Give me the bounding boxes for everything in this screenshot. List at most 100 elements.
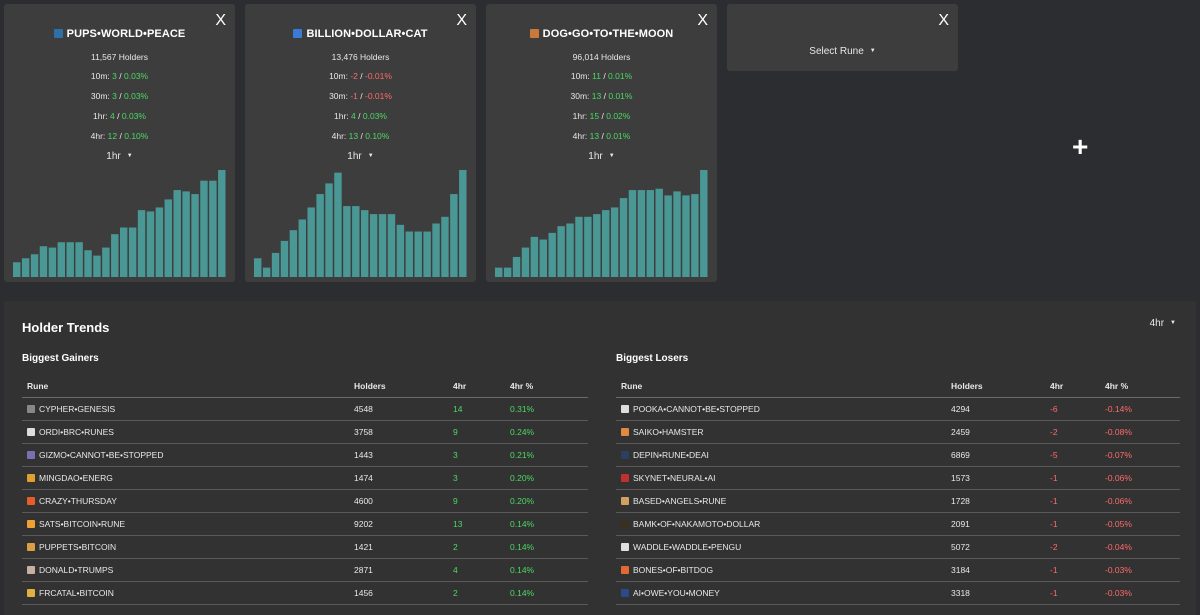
table-row[interactable]: AI•OWE•YOU•MONEY 3318 -1 -0.03% bbox=[616, 581, 1180, 605]
change-cell: 9 bbox=[448, 420, 505, 444]
chart-bar bbox=[30, 254, 39, 277]
percent-cell: -0.07% bbox=[1100, 443, 1180, 467]
rune-cell[interactable]: ORDI•BRC•RUNES bbox=[22, 420, 349, 444]
chart-bar bbox=[521, 247, 530, 277]
rune-cell[interactable]: BASED•ANGELS•RUNE bbox=[616, 489, 946, 513]
chart-bar bbox=[369, 214, 378, 277]
rune-cell[interactable]: POOKA•CANNOT•BE•STOPPED bbox=[616, 397, 946, 421]
percent-cell: -0.03% bbox=[1100, 558, 1180, 582]
rune-cell[interactable]: PUPPETS•BITCOIN bbox=[22, 535, 349, 559]
holders-cell: 4294 bbox=[946, 397, 1045, 421]
select-rune-dropdown[interactable]: Select Rune ▼ bbox=[809, 46, 876, 57]
rune-cell[interactable]: DEPIN•RUNE•DEAI bbox=[616, 443, 946, 467]
column-header[interactable]: Rune bbox=[616, 375, 946, 398]
period-select[interactable]: 1hr ▼ bbox=[106, 151, 133, 162]
period-select[interactable]: 1hr ▼ bbox=[347, 151, 374, 162]
close-icon[interactable]: X bbox=[215, 12, 226, 29]
stat-4hr: 4hr: 12 / 0.10% bbox=[90, 131, 149, 141]
rune-card-pups: X PUPS•WORLD•PEACE 11,567 Holders 10m: 3… bbox=[4, 4, 235, 282]
card-title[interactable]: PUPS•WORLD•PEACE bbox=[4, 28, 235, 40]
column-header[interactable]: Rune bbox=[22, 375, 349, 398]
rune-cell[interactable]: GIZMO•CANNOT•BE•STOPPED bbox=[22, 443, 349, 467]
rune-cell[interactable]: SATS•BITCOIN•RUNE bbox=[22, 512, 349, 536]
chart-bar bbox=[459, 170, 467, 277]
close-icon[interactable]: X bbox=[697, 12, 708, 29]
table-row[interactable]: CRAZY•THURSDAY 4600 9 0.20% bbox=[22, 489, 588, 513]
rune-cell[interactable]: DONALD•TRUMPS bbox=[22, 558, 349, 582]
rune-name: BASED•ANGELS•RUNE bbox=[633, 495, 727, 506]
table-row[interactable]: WADDLE•WADDLE•PENGU 5072 -2 -0.04% bbox=[616, 535, 1180, 559]
chart-bar bbox=[637, 190, 646, 277]
trends-period-select[interactable]: 4hr ▼ bbox=[1149, 318, 1176, 329]
rune-cell[interactable]: SKYNET•NEURAL•AI bbox=[616, 466, 946, 490]
rune-cell[interactable]: AI•OWE•YOU•MONEY bbox=[616, 581, 946, 605]
column-header[interactable]: 4hr % bbox=[505, 375, 588, 398]
table-row[interactable]: BONES•OF•BITDOG 3184 -1 -0.03% bbox=[616, 558, 1180, 582]
rune-cell[interactable]: MINGDAO•ENERG bbox=[22, 466, 349, 490]
table-row[interactable]: DEPIN•RUNE•DEAI 6869 -5 -0.07% bbox=[616, 443, 1180, 467]
rune-cell[interactable]: CYPHER•GENESIS bbox=[22, 397, 349, 421]
close-icon[interactable]: X bbox=[938, 12, 949, 29]
table-row[interactable]: SATS•BITCOIN•RUNE 9202 13 0.14% bbox=[22, 512, 588, 536]
table-row[interactable]: PUPPETS•BITCOIN 1421 2 0.14% bbox=[22, 535, 588, 559]
chart-bar bbox=[173, 190, 181, 277]
chart-bar bbox=[396, 224, 405, 277]
percent-cell: 0.20% bbox=[505, 466, 588, 490]
change-cell: 9 bbox=[448, 489, 505, 513]
rune-logo-icon bbox=[621, 427, 629, 436]
table-row[interactable]: DONALD•TRUMPS 2871 4 0.14% bbox=[22, 558, 588, 582]
card-title[interactable]: BILLION•DOLLAR•CAT bbox=[245, 28, 476, 40]
column-header[interactable]: 4hr bbox=[448, 375, 505, 398]
change-cell: 2 bbox=[448, 535, 505, 559]
column-header[interactable]: Holders bbox=[946, 375, 1045, 398]
chart-bar bbox=[137, 210, 146, 277]
stat-30m: 30m: 13 / 0.01% bbox=[570, 91, 633, 101]
column-header[interactable]: 4hr bbox=[1045, 375, 1100, 398]
rune-name: GIZMO•CANNOT•BE•STOPPED bbox=[39, 449, 164, 460]
table-row[interactable]: BASED•ANGELS•RUNE 1728 -1 -0.06% bbox=[616, 489, 1180, 513]
rune-cell[interactable]: FRCATAL•BITCOIN bbox=[22, 581, 349, 605]
chart-bar bbox=[271, 252, 280, 277]
rune-card-dog-go-to-the-moon: X DOG•GO•TO•THE•MOON 96,014 Holders 10m:… bbox=[486, 4, 717, 282]
table-row[interactable]: SKYNET•NEURAL•AI 1573 -1 -0.06% bbox=[616, 466, 1180, 490]
table-row[interactable]: ORDI•BRC•RUNES 3758 9 0.24% bbox=[22, 420, 588, 444]
table-row[interactable]: MINGDAO•ENERG 1474 3 0.20% bbox=[22, 466, 588, 490]
holders-cell: 1728 bbox=[946, 489, 1045, 513]
rune-logo-icon bbox=[27, 542, 35, 551]
column-header[interactable]: Holders bbox=[349, 375, 448, 398]
change-cell: -2 bbox=[1045, 535, 1100, 559]
period-select[interactable]: 1hr ▼ bbox=[588, 151, 615, 162]
rune-cell[interactable]: BAMK•OF•NAKAMOTO•DOLLAR bbox=[616, 512, 946, 536]
table-row[interactable]: GIZMO•CANNOT•BE•STOPPED 1443 3 0.21% bbox=[22, 443, 588, 467]
rune-name: CRAZY•THURSDAY bbox=[39, 495, 117, 506]
add-card-button[interactable]: + bbox=[1072, 131, 1089, 162]
column-header[interactable]: 4hr % bbox=[1100, 375, 1180, 398]
rune-cell[interactable]: WADDLE•WADDLE•PENGU bbox=[616, 535, 946, 559]
chart-bar bbox=[334, 172, 342, 277]
chart-bar bbox=[495, 267, 503, 277]
table-row[interactable]: FRCATAL•BITCOIN 1456 2 0.14% bbox=[22, 581, 588, 605]
rune-logo-icon bbox=[27, 404, 35, 413]
change-cell: -1 bbox=[1045, 512, 1100, 536]
chart-bar bbox=[102, 247, 110, 277]
card-title[interactable]: DOG•GO•TO•THE•MOON bbox=[486, 28, 717, 40]
change-cell: 4 bbox=[448, 558, 505, 582]
table-row[interactable]: BAMK•OF•NAKAMOTO•DOLLAR 2091 -1 -0.05% bbox=[616, 512, 1180, 536]
chart-bar bbox=[655, 188, 663, 277]
rune-cell[interactable]: BONES•OF•BITDOG bbox=[616, 558, 946, 582]
table-row[interactable]: SAIKO•HAMSTER 2459 -2 -0.08% bbox=[616, 420, 1180, 444]
chart-bar bbox=[557, 226, 565, 277]
rune-logo-icon bbox=[621, 473, 629, 482]
rune-name: SAIKO•HAMSTER bbox=[633, 426, 704, 437]
rune-cell[interactable]: SAIKO•HAMSTER bbox=[616, 420, 946, 444]
rune-cell[interactable]: CRAZY•THURSDAY bbox=[22, 489, 349, 513]
table-row[interactable]: CYPHER•GENESIS 4548 14 0.31% bbox=[22, 397, 588, 421]
rune-logo-icon bbox=[621, 450, 629, 459]
table-row[interactable]: POOKA•CANNOT•BE•STOPPED 4294 -6 -0.14% bbox=[616, 397, 1180, 421]
caret-down-icon: ▼ bbox=[869, 48, 876, 54]
select-rune-card: X Select Rune ▼ bbox=[727, 4, 958, 71]
chart-bar bbox=[209, 180, 217, 277]
rune-logo-icon bbox=[621, 519, 629, 528]
change-cell: -1 bbox=[1045, 581, 1100, 605]
close-icon[interactable]: X bbox=[456, 12, 467, 29]
